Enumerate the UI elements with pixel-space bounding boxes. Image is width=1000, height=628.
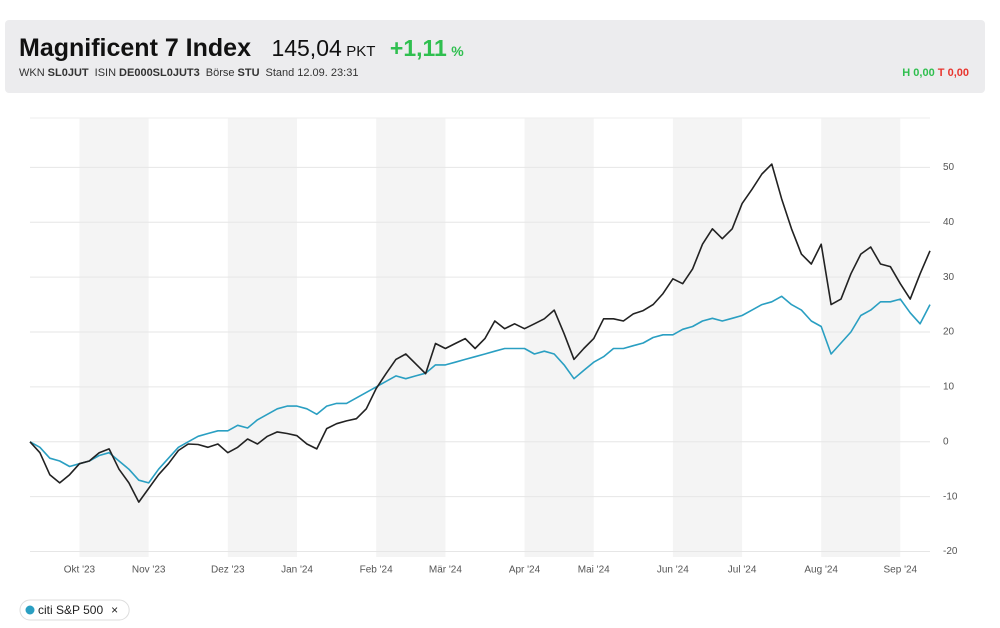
meta-value: DE000SL0JUT3 xyxy=(119,67,200,79)
month-band xyxy=(672,118,743,557)
line xyxy=(29,295,931,484)
month-band xyxy=(376,118,446,557)
meta-row: WKN SL0JUT ISIN DE000SL0JUT3 Börse STU Stand 12… xyxy=(19,67,364,79)
x-tick-label: Feb '24 xyxy=(360,565,393,576)
month-band xyxy=(79,118,149,557)
x-tick-label: Nov '23 xyxy=(132,565,166,576)
y-tick-label: 20 xyxy=(943,327,955,338)
change-unit: % xyxy=(451,43,464,59)
high-low: H 0,00 T 0,00 xyxy=(902,67,969,79)
y-tick-label: 10 xyxy=(943,382,955,393)
x-tick-label: Okt '23 xyxy=(64,565,96,576)
legend-remove[interactable]: × xyxy=(111,603,118,617)
month-band xyxy=(524,118,594,557)
legend-label: citi S&P 500 xyxy=(38,603,103,617)
meta-label: Börse xyxy=(205,67,235,79)
x-tick-label: Mai '24 xyxy=(578,565,610,576)
y-tick-label: -20 xyxy=(943,546,958,557)
month-band xyxy=(821,118,901,557)
legend-chip xyxy=(19,599,130,621)
y-tick-label: -10 xyxy=(943,491,958,502)
header: Magnificent 7 Index 145,04 PKT +1,11 % W… xyxy=(5,20,985,93)
line xyxy=(29,163,931,503)
meta-value: 12.09. 23:31 xyxy=(297,67,359,79)
price-unit: PKT xyxy=(346,43,376,60)
meta-value: SL0JUT xyxy=(47,67,89,79)
y-tick-label: 30 xyxy=(943,272,955,283)
y-tick-label: 0 xyxy=(943,436,949,447)
low-value: 0,00 xyxy=(947,67,969,79)
x-tick-label: Sep '24 xyxy=(884,565,918,576)
y-tick-label: 50 xyxy=(943,162,955,173)
title: Magnificent 7 Index xyxy=(19,34,251,62)
x-tick-label: Jul '24 xyxy=(728,565,757,576)
meta-label: Stand xyxy=(265,67,295,79)
x-tick-label: Mär '24 xyxy=(429,565,462,576)
high-value: 0,00 xyxy=(913,67,935,79)
low-label: T xyxy=(937,67,945,79)
change: +1,11 xyxy=(389,35,447,61)
x-tick-label: Jun '24 xyxy=(657,565,689,576)
x-tick-label: Dez '23 xyxy=(211,565,245,576)
high-label: H xyxy=(902,67,911,79)
meta-value: STU xyxy=(237,67,260,79)
x-tick-label: Jan '24 xyxy=(281,565,313,576)
x-tick-label: Apr '24 xyxy=(509,565,541,576)
meta-label: ISIN xyxy=(94,67,117,79)
meta-label: WKN xyxy=(19,67,45,79)
month-band xyxy=(227,118,298,557)
title-row: Magnificent 7 Index 145,04 PKT +1,11 % xyxy=(19,34,464,63)
price: 145,04 xyxy=(271,35,342,61)
x-tick-label: Aug '24 xyxy=(804,565,838,576)
legend-item: citi S&P 500 × xyxy=(19,599,130,621)
y-tick-label: 40 xyxy=(943,217,955,228)
legend-swatch xyxy=(25,605,35,615)
